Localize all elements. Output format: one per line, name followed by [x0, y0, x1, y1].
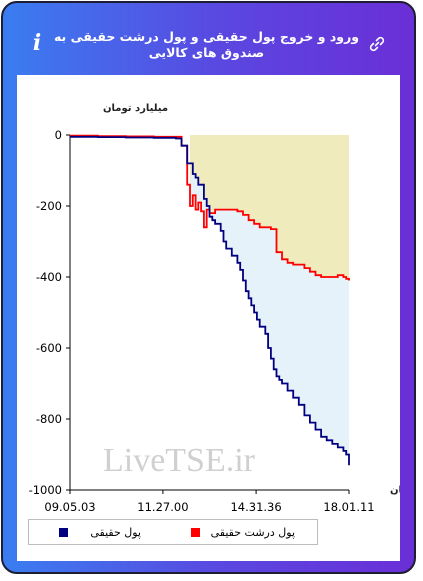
y-tick-label: -400 — [36, 270, 62, 284]
info-icon[interactable]: i — [32, 30, 42, 56]
area-real — [190, 163, 349, 466]
legend: پول حقیقی پول درشت حقیقی — [28, 519, 318, 545]
x-tick-label: 18.01.11 — [323, 500, 374, 514]
series-line-real — [70, 135, 350, 466]
y-tick-label: -200 — [36, 199, 62, 213]
legend-label-real: پول حقیقی — [90, 526, 141, 539]
y-tick-label: -1000 — [29, 483, 62, 497]
y-axis-label: میلیارد تومان — [103, 103, 168, 114]
y-tick-label: 0 — [55, 128, 62, 142]
x-axis-label: زمان — [390, 485, 400, 496]
legend-swatch-big-real — [191, 528, 200, 537]
chart-header: ورود و خروج پول حقیقی و پول درشت حقیقی ب… — [15, 19, 402, 69]
chart-title: ورود و خروج پول حقیقی و پول درشت حقیقی ب… — [53, 29, 360, 60]
series-line-big-real — [70, 134, 350, 281]
x-tick-label: 09.05.03 — [44, 500, 95, 514]
legend-label-big-real: پول درشت حقیقی — [210, 526, 295, 539]
y-tick-label: -600 — [36, 341, 62, 355]
x-tick-label: 14.31.36 — [230, 500, 281, 514]
link-icon[interactable] — [368, 35, 386, 53]
legend-swatch-real — [59, 528, 68, 537]
x-tick-label: 11.27.00 — [137, 500, 188, 514]
watermark: LiveTSE.ir — [103, 442, 256, 479]
area-big-real — [190, 135, 349, 281]
y-tick-label: -800 — [36, 412, 62, 426]
line-chart: 0 -200 -400 -600 -800 -1000 09.05.03 11.27.00 14… — [29, 103, 415, 514]
chart-panel: 0 -200 -400 -600 -800 -1000 09.05.03 11.27.00 14… — [17, 75, 415, 561]
